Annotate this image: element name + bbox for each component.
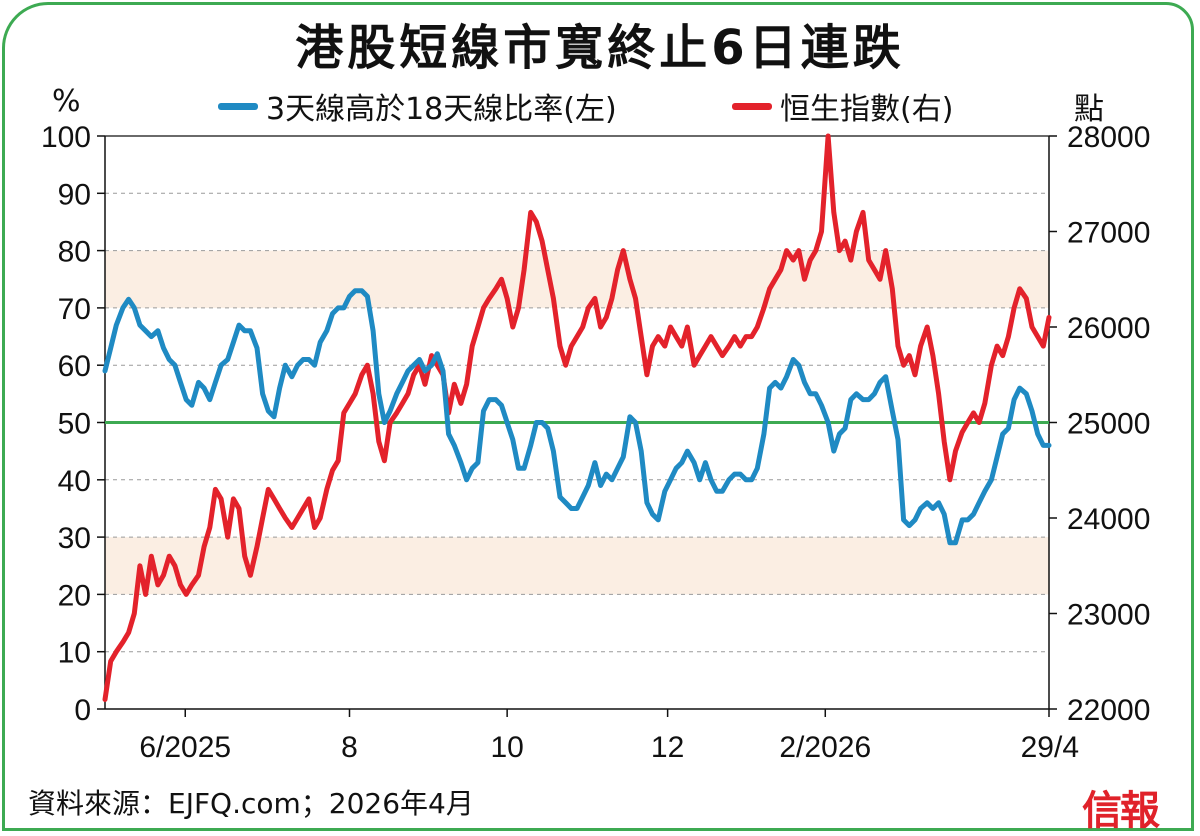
left-tick-label-70: 70 <box>58 293 91 326</box>
legend-label-blue: 3天線高於18天線比率(左) <box>266 92 617 127</box>
legend-label-red: 恒生指數(右) <box>780 92 954 127</box>
left-tick-label-30: 30 <box>58 522 91 555</box>
left-tick-label-80: 80 <box>58 236 91 269</box>
right-tick-label-25000: 25000 <box>1067 408 1150 441</box>
left-axis-unit: % <box>52 84 81 119</box>
legend-swatch-red <box>732 102 772 110</box>
legend-swatch-blue <box>218 102 258 110</box>
right-tick-label-28000: 28000 <box>1067 121 1150 154</box>
legend-item-blue: 3天線高於18天線比率(左) <box>218 84 617 128</box>
right-tick-label-23000: 23000 <box>1067 599 1150 632</box>
x-tick-label-5: 29/4 <box>1021 731 1079 764</box>
source-note: 資料來源：EJFQ.com；2026年4月 <box>28 787 474 820</box>
series-line-breadth-ratio <box>102 288 1052 546</box>
left-tick-label-0: 0 <box>74 694 91 727</box>
publisher-logo: 信報 <box>1082 787 1160 834</box>
left-tick-label-60: 60 <box>58 350 91 383</box>
left-tick-label-10: 10 <box>58 637 91 670</box>
right-tick-label-26000: 26000 <box>1067 312 1150 345</box>
left-tick-label-90: 90 <box>58 178 91 211</box>
right-tick-label-24000: 24000 <box>1067 503 1150 536</box>
chart-title: 港股短線市寬終止6日連跌 <box>295 20 905 76</box>
x-tick-label-0: 6/2025 <box>139 731 231 764</box>
shaded-band-1 <box>105 250 1049 308</box>
x-tick-label-2: 10 <box>490 731 523 764</box>
left-tick-label-40: 40 <box>58 465 91 498</box>
right-axis-unit: 點 <box>1074 92 1104 127</box>
left-tick-label-20: 20 <box>58 579 91 612</box>
shaded-band-0 <box>105 537 1049 595</box>
x-tick-label-4: 2/2026 <box>779 731 871 764</box>
legend-item-red: 恒生指數(右) <box>732 84 953 128</box>
right-tick-label-22000: 22000 <box>1067 694 1150 727</box>
series-line-hang-seng-index <box>102 133 1052 702</box>
left-tick-label-50: 50 <box>58 408 91 441</box>
x-tick-label-3: 12 <box>651 731 684 764</box>
x-tick-label-1: 8 <box>341 731 358 764</box>
right-tick-label-27000: 27000 <box>1067 217 1150 250</box>
left-tick-label-100: 100 <box>41 121 91 154</box>
